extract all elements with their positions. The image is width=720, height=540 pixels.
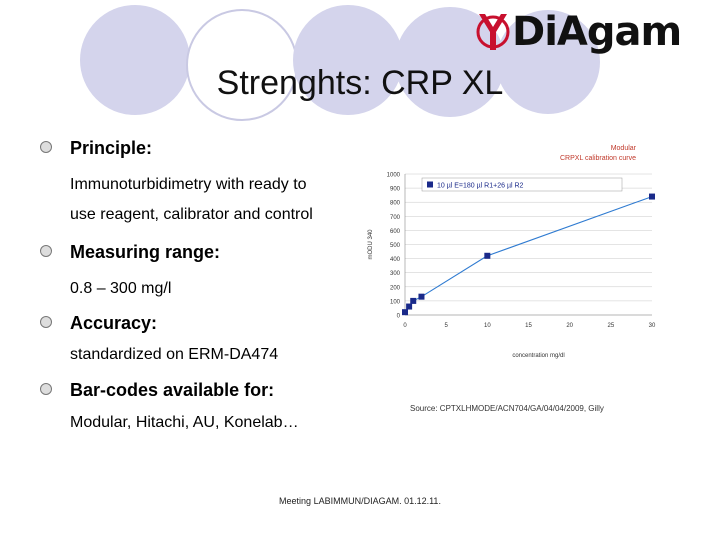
x-tick-label: 25 bbox=[607, 323, 614, 329]
slide-title: Strenghts: CRP XL bbox=[216, 64, 504, 102]
bullet-heading: Bar-codes available for: bbox=[70, 380, 275, 400]
y-tick-label: 300 bbox=[390, 271, 401, 277]
footer-text: Meeting LABIMMUN/DIAGAM. 01.12.11. bbox=[279, 496, 441, 506]
x-tick-label: 15 bbox=[525, 323, 532, 329]
bullet-text: Immunoturbidimetry with ready to bbox=[70, 176, 307, 193]
bullet-text: standardized on ERM-DA474 bbox=[70, 346, 279, 363]
y-tick-label: 0 bbox=[397, 314, 401, 320]
chart-subtitle: CRPXL calibration curve bbox=[560, 155, 636, 162]
bullet-text: Modular, Hitachi, AU, Konelab… bbox=[70, 414, 299, 431]
x-tick-label: 10 bbox=[484, 323, 491, 329]
data-point bbox=[649, 193, 655, 200]
bullet-heading: Measuring range: bbox=[70, 242, 221, 262]
bullet-icon bbox=[40, 245, 54, 259]
diagam-y-logo-icon bbox=[476, 14, 510, 50]
data-point bbox=[406, 303, 413, 310]
calibration-chart: Modular CRPXL calibration curve 0 100 200 300… bbox=[360, 140, 670, 370]
decorative-circle bbox=[496, 10, 600, 114]
y-tick-label: 800 bbox=[390, 201, 401, 207]
y-tick-label: 700 bbox=[390, 215, 401, 221]
x-axis-label: concentration mg/dl bbox=[512, 353, 564, 359]
y-axis-label: mODU 340 bbox=[368, 229, 374, 260]
series-line bbox=[404, 196, 653, 313]
y-tick-label: 600 bbox=[390, 229, 401, 235]
bullet-text: 0.8 – 300 mg/l bbox=[70, 280, 172, 297]
y-tick-label: 200 bbox=[390, 285, 401, 291]
x-tick-label: 20 bbox=[566, 323, 573, 329]
legend-marker bbox=[427, 181, 433, 188]
data-point bbox=[410, 297, 417, 304]
x-tick-label: 5 bbox=[444, 323, 448, 329]
x-tick-label: 30 bbox=[649, 323, 656, 329]
legend-box bbox=[421, 177, 623, 192]
data-point bbox=[418, 293, 425, 300]
y-tick-label: 100 bbox=[390, 299, 401, 305]
data-point bbox=[484, 252, 491, 259]
bullet-heading: Principle: bbox=[70, 138, 153, 158]
y-tick-label: 400 bbox=[390, 257, 401, 263]
diagam-logo: DiAgam bbox=[476, 6, 716, 58]
bullet-text: use reagent, calibrator and control bbox=[70, 206, 313, 223]
logo-text: DiAgam bbox=[512, 9, 682, 55]
x-tick-label: 0 bbox=[403, 323, 407, 329]
bullet-heading: Accuracy: bbox=[70, 313, 158, 333]
y-tick-label: 1000 bbox=[387, 173, 401, 179]
decorative-circle bbox=[80, 5, 190, 115]
chart-title: Modular bbox=[611, 145, 637, 152]
data-point bbox=[402, 309, 408, 316]
y-tick-label: 900 bbox=[390, 187, 401, 193]
y-tick-label: 500 bbox=[390, 243, 401, 249]
legend-label: 10 µl E=180 µl R1+26 µl R2 bbox=[437, 183, 524, 190]
bullet-icon bbox=[40, 141, 54, 155]
bullet-icon bbox=[40, 383, 54, 397]
bullet-icon bbox=[40, 316, 54, 330]
decorative-circles bbox=[80, 5, 600, 121]
decorative-circle bbox=[293, 5, 403, 115]
source-note: Source: CPTXLHMODE/ACN704/GA/04/04/2009,… bbox=[410, 404, 604, 413]
